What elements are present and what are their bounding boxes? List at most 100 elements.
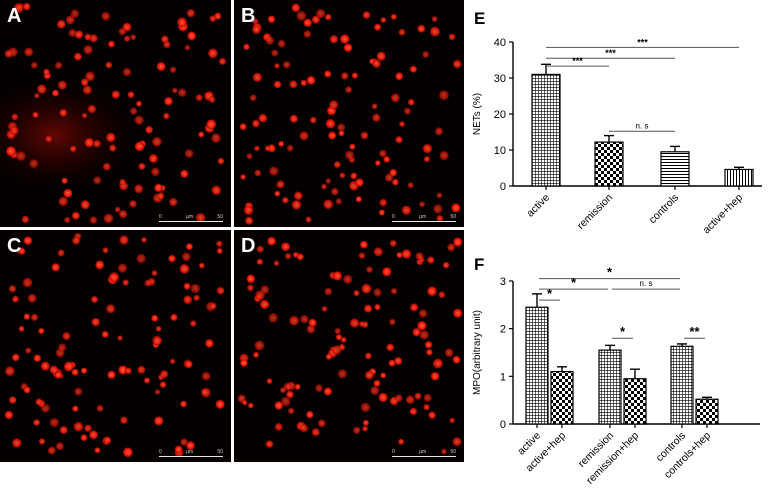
scale-bar: 0 µm 50	[392, 214, 456, 222]
significance-label: *	[620, 324, 626, 339]
cell	[246, 153, 253, 160]
micrograph-panel-b: B 0 µm 50	[234, 0, 464, 227]
cell	[343, 274, 353, 284]
cell	[323, 387, 332, 396]
cell	[436, 192, 443, 199]
cell	[366, 266, 373, 273]
cell	[117, 335, 123, 341]
cell	[300, 424, 309, 433]
cell	[324, 13, 332, 21]
cell	[388, 359, 396, 367]
significance-label: ***	[572, 56, 583, 66]
cell	[33, 419, 40, 426]
cell	[93, 139, 101, 148]
cell	[362, 11, 371, 19]
cell	[136, 253, 146, 264]
cell	[303, 18, 312, 27]
cell	[124, 367, 132, 375]
cell	[119, 235, 129, 245]
cell	[107, 370, 116, 379]
cell	[13, 3, 24, 13]
cell	[254, 340, 265, 351]
cell	[390, 93, 400, 103]
cell	[172, 87, 178, 94]
cell	[80, 200, 90, 210]
cell	[69, 145, 77, 153]
cell	[169, 66, 177, 74]
significance-label: *	[571, 275, 577, 290]
cell	[273, 260, 280, 266]
cell	[84, 424, 92, 432]
cell	[306, 410, 314, 419]
panel-label: F	[474, 255, 484, 274]
cell	[211, 185, 222, 196]
cell	[80, 367, 88, 374]
panel-label-c: C	[7, 235, 22, 257]
cell	[256, 258, 263, 265]
cell	[107, 40, 115, 48]
y-axis-label: NETs (%)	[472, 93, 483, 135]
x-tick-label: active+hep	[701, 192, 746, 237]
cell	[52, 89, 59, 97]
cell	[332, 345, 342, 355]
cell	[370, 386, 380, 396]
cell	[300, 79, 307, 87]
cell	[265, 36, 275, 45]
cell	[338, 130, 345, 137]
cell	[144, 377, 150, 384]
cell	[373, 288, 382, 297]
cell	[38, 328, 45, 334]
cell	[409, 65, 417, 73]
cell	[293, 191, 303, 201]
bar	[598, 349, 622, 425]
y-tick-label: 0	[500, 419, 506, 431]
cell	[288, 407, 295, 415]
cell	[350, 172, 358, 180]
cell	[379, 149, 387, 158]
cell	[177, 88, 187, 97]
cell	[27, 293, 37, 303]
cell	[422, 143, 433, 154]
x-tick-label: remission	[575, 192, 615, 232]
cell	[195, 212, 206, 223]
cell	[274, 63, 280, 69]
cell	[267, 15, 276, 23]
cell	[240, 359, 248, 367]
cell	[430, 26, 440, 37]
cell	[309, 116, 317, 124]
cell	[289, 114, 298, 123]
cell	[271, 49, 279, 57]
cell	[10, 126, 19, 135]
cell	[129, 200, 137, 208]
scale-start: 0	[392, 214, 395, 220]
cell	[6, 146, 16, 157]
cell	[9, 396, 17, 404]
cell	[12, 295, 19, 303]
cell	[74, 387, 83, 396]
cell	[365, 370, 374, 380]
cell	[328, 131, 337, 140]
cell	[269, 166, 279, 176]
cell	[122, 279, 129, 286]
cell	[395, 136, 403, 144]
cell	[18, 325, 25, 332]
cell	[89, 216, 98, 224]
cell	[49, 417, 59, 428]
cell	[315, 384, 323, 393]
cell	[87, 104, 97, 114]
cell	[423, 156, 430, 163]
significance-label: **	[689, 324, 700, 339]
cell	[380, 17, 387, 23]
cell	[29, 159, 39, 169]
cell	[423, 404, 430, 411]
cell	[59, 108, 68, 117]
cell	[337, 369, 348, 379]
cell	[417, 321, 427, 331]
micrograph-cells	[239, 3, 462, 225]
cell	[362, 419, 369, 426]
cell	[323, 199, 334, 210]
cell	[405, 395, 415, 404]
cell	[331, 187, 339, 196]
cell	[93, 176, 102, 185]
bar	[670, 345, 694, 425]
